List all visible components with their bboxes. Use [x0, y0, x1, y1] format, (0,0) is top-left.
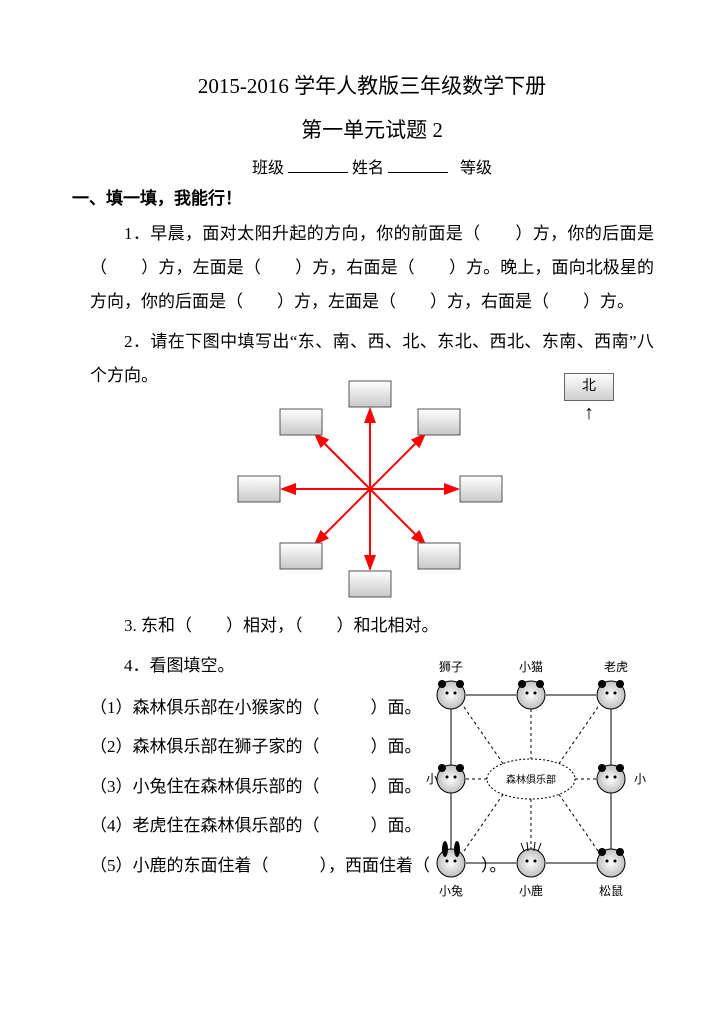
- compass-box-w[interactable]: [238, 476, 280, 502]
- compass-box-ne[interactable]: [418, 409, 460, 435]
- q1-text: 1．早晨，面对太阳升起的方向，你的前面是（ ）方，你的后面是（ ）方，左面是（ …: [90, 217, 654, 319]
- north-hint: 北 ↑: [564, 373, 614, 423]
- label-rabbit: 小兔: [439, 883, 463, 898]
- compass-box-se[interactable]: [418, 543, 460, 569]
- q3-text: 3. 东和（ ）相对，（ ）和北相对。: [90, 609, 654, 643]
- section-1-heading: 一、填一填，我能行！: [72, 184, 654, 209]
- compass-diagram: 北 ↑: [90, 369, 654, 609]
- north-hint-box: 北: [564, 373, 614, 401]
- node-deer: [517, 849, 545, 877]
- page: 2015-2016 学年人教版三年级数学下册 第一单元试题 2 班级 姓名 等级…: [0, 0, 724, 1023]
- label-squirrel: 松鼠: [599, 884, 623, 898]
- name-label: 姓名: [352, 160, 384, 177]
- compass-svg: [220, 369, 520, 609]
- compass-box-n[interactable]: [349, 381, 391, 407]
- label-lion: 狮子: [439, 660, 463, 674]
- title-sub: 第一单元试题 2: [90, 114, 654, 144]
- node-rabbit: [437, 849, 465, 877]
- name-blank[interactable]: [388, 156, 448, 173]
- compass-box-s[interactable]: [349, 571, 391, 597]
- animal-map: 狮子 小猫 老虎 小狗 小猴 小兔 小鹿 松鼠: [416, 659, 646, 889]
- info-row: 班级 姓名 等级: [90, 154, 654, 178]
- compass-box-nw[interactable]: [280, 409, 322, 435]
- class-label: 班级: [252, 160, 284, 177]
- title-main: 2015-2016 学年人教版三年级数学下册: [90, 70, 654, 100]
- grade-label: 等级: [460, 160, 492, 177]
- club-label: 森林俱乐部: [506, 773, 556, 786]
- label-deer: 小鹿: [519, 883, 543, 898]
- north-hint-arrow: ↑: [564, 403, 614, 423]
- animal-map-svg: 狮子 小猫 老虎 小狗 小猴 小兔 小鹿 松鼠: [416, 659, 646, 909]
- label-tiger: 老虎: [604, 660, 628, 674]
- label-monkey: 小猴: [634, 772, 646, 786]
- compass-box-e[interactable]: [460, 476, 502, 502]
- class-blank[interactable]: [288, 156, 348, 173]
- compass-box-sw[interactable]: [280, 543, 322, 569]
- label-cat: 小猫: [519, 660, 543, 674]
